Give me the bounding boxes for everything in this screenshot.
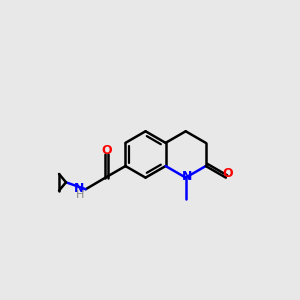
Text: N: N (74, 182, 84, 195)
Text: N: N (182, 170, 192, 183)
Text: O: O (222, 167, 232, 180)
Text: O: O (102, 144, 112, 158)
Text: H: H (76, 190, 84, 200)
